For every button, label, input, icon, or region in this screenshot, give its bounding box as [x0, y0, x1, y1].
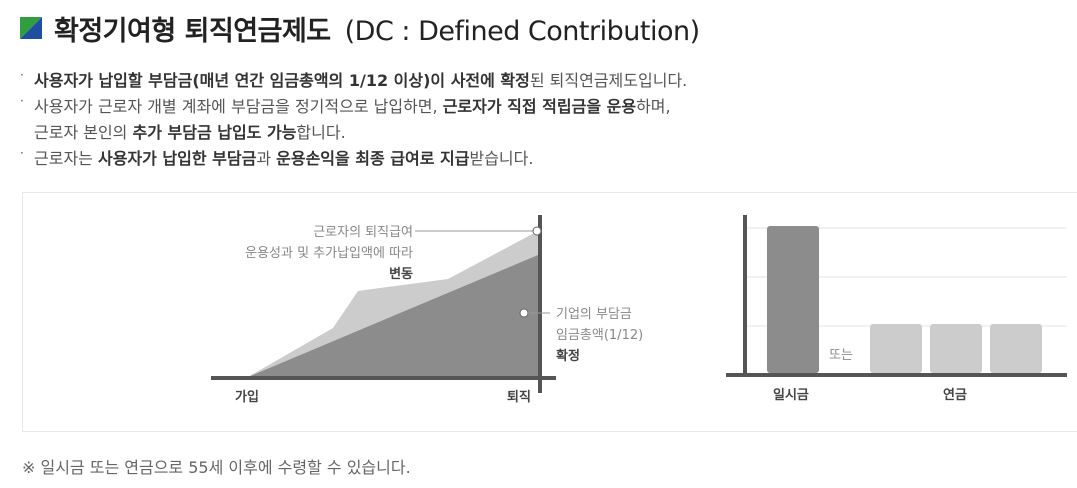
company-label-bold: 확정	[556, 348, 580, 364]
bullet-text: 된 퇴직연금제도입니다.	[529, 71, 688, 90]
bullet-text: 과	[256, 149, 277, 168]
title-sub: (DC : Defined Contribution)	[344, 15, 700, 47]
company-label-line1: 기업의 부담금	[556, 307, 632, 322]
annuity-bar	[870, 324, 922, 373]
payout-bars	[767, 226, 1042, 373]
x-end-label: 퇴직	[507, 389, 531, 405]
worker-label-line2: 운용성과 및 추가납입액에 따라	[245, 246, 413, 261]
bullet-text-bold: 추가 부담금 납입도 가능	[132, 123, 297, 142]
bullet-text: 받습니다.	[469, 149, 534, 168]
payout-diagram: 또는 일시금 연금	[726, 215, 1067, 403]
bullet-text: 근로자는	[34, 149, 98, 168]
or-label: 또는	[829, 348, 853, 363]
annuity-bar	[930, 324, 982, 373]
title-text: 확정기여형 퇴직연금제도 (DC : Defined Contribution)	[54, 9, 700, 48]
bullet-text: 합니다.	[296, 123, 346, 142]
company-contribution-area	[248, 255, 538, 377]
lump-sum-bar	[767, 226, 819, 373]
bullet-line: 근로자 본인의 추가 부담금 납입도 가능합니다.	[34, 120, 1060, 146]
bullet-item: · 사용자가 근로자 개별 계좌에 부담금을 정기적으로 납입하면, 근로자가 …	[20, 94, 1060, 146]
bullet-dot-icon: ·	[20, 146, 24, 160]
company-point-marker	[519, 308, 529, 318]
bullet-text-bold: 근로자가 직접 적립금을 운용	[442, 97, 637, 116]
bullet-dot-icon: ·	[20, 94, 24, 108]
accumulation-diagram: 근로자의 퇴직급여 운용성과 및 추가납입액에 따라 변동 기업의 부담금 임금…	[211, 215, 643, 405]
bullet-text-bold: 운용손익을 최종 급여로 지급	[276, 149, 470, 168]
title-flag-icon	[20, 17, 42, 39]
bullet-line: 사용자가 근로자 개별 계좌에 부담금을 정기적으로 납입하면, 근로자가 직접…	[34, 94, 1060, 120]
bullet-text-bold: 사용자가 납입할 부담금(매년 연간 임금총액의 1/12 이상)이 사전에 확…	[34, 71, 530, 90]
bullet-text: 하며,	[636, 97, 671, 116]
lump-sum-label: 일시금	[773, 388, 809, 403]
company-label-line2: 임금총액(1/12)	[556, 328, 643, 343]
annuity-label: 연금	[943, 388, 967, 403]
annuity-bar	[990, 324, 1042, 373]
bullet-item: · 근로자는 사용자가 납입한 부담금과 운용손익을 최종 급여로 지급받습니다…	[20, 146, 1060, 172]
bullet-text-bold: 사용자가 납입한 부담금	[97, 149, 257, 168]
bullet-dot-icon: ·	[20, 68, 24, 82]
bullet-text: 사용자가 근로자 개별 계좌에 부담금을 정기적으로 납입하면,	[34, 97, 443, 116]
x-start-label: 가입	[235, 390, 259, 405]
footnote: ※ 일시금 또는 연금으로 55세 이후에 수령할 수 있습니다.	[22, 458, 411, 477]
diagram-svg: 근로자의 퇴직급여 운용성과 및 추가납입액에 따라 변동 기업의 부담금 임금…	[211, 215, 1067, 405]
worker-point-marker	[532, 226, 542, 236]
diagram-panel: 근로자의 퇴직급여 운용성과 및 추가납입액에 따라 변동 기업의 부담금 임금…	[22, 192, 1077, 432]
bullet-text: 근로자 본인의	[34, 123, 133, 142]
bullet-item: · 사용자가 납입할 부담금(매년 연간 임금총액의 1/12 이상)이 사전에…	[20, 68, 1060, 94]
title-main: 확정기여형 퇴직연금제도	[54, 15, 331, 47]
worker-label-bold: 변동	[389, 267, 413, 282]
worker-label-line1: 근로자의 퇴직급여	[313, 225, 413, 240]
page-title: 확정기여형 퇴직연금제도 (DC : Defined Contribution)	[20, 8, 700, 48]
description-list: · 사용자가 납입할 부담금(매년 연간 임금총액의 1/12 이상)이 사전에…	[20, 68, 1060, 172]
